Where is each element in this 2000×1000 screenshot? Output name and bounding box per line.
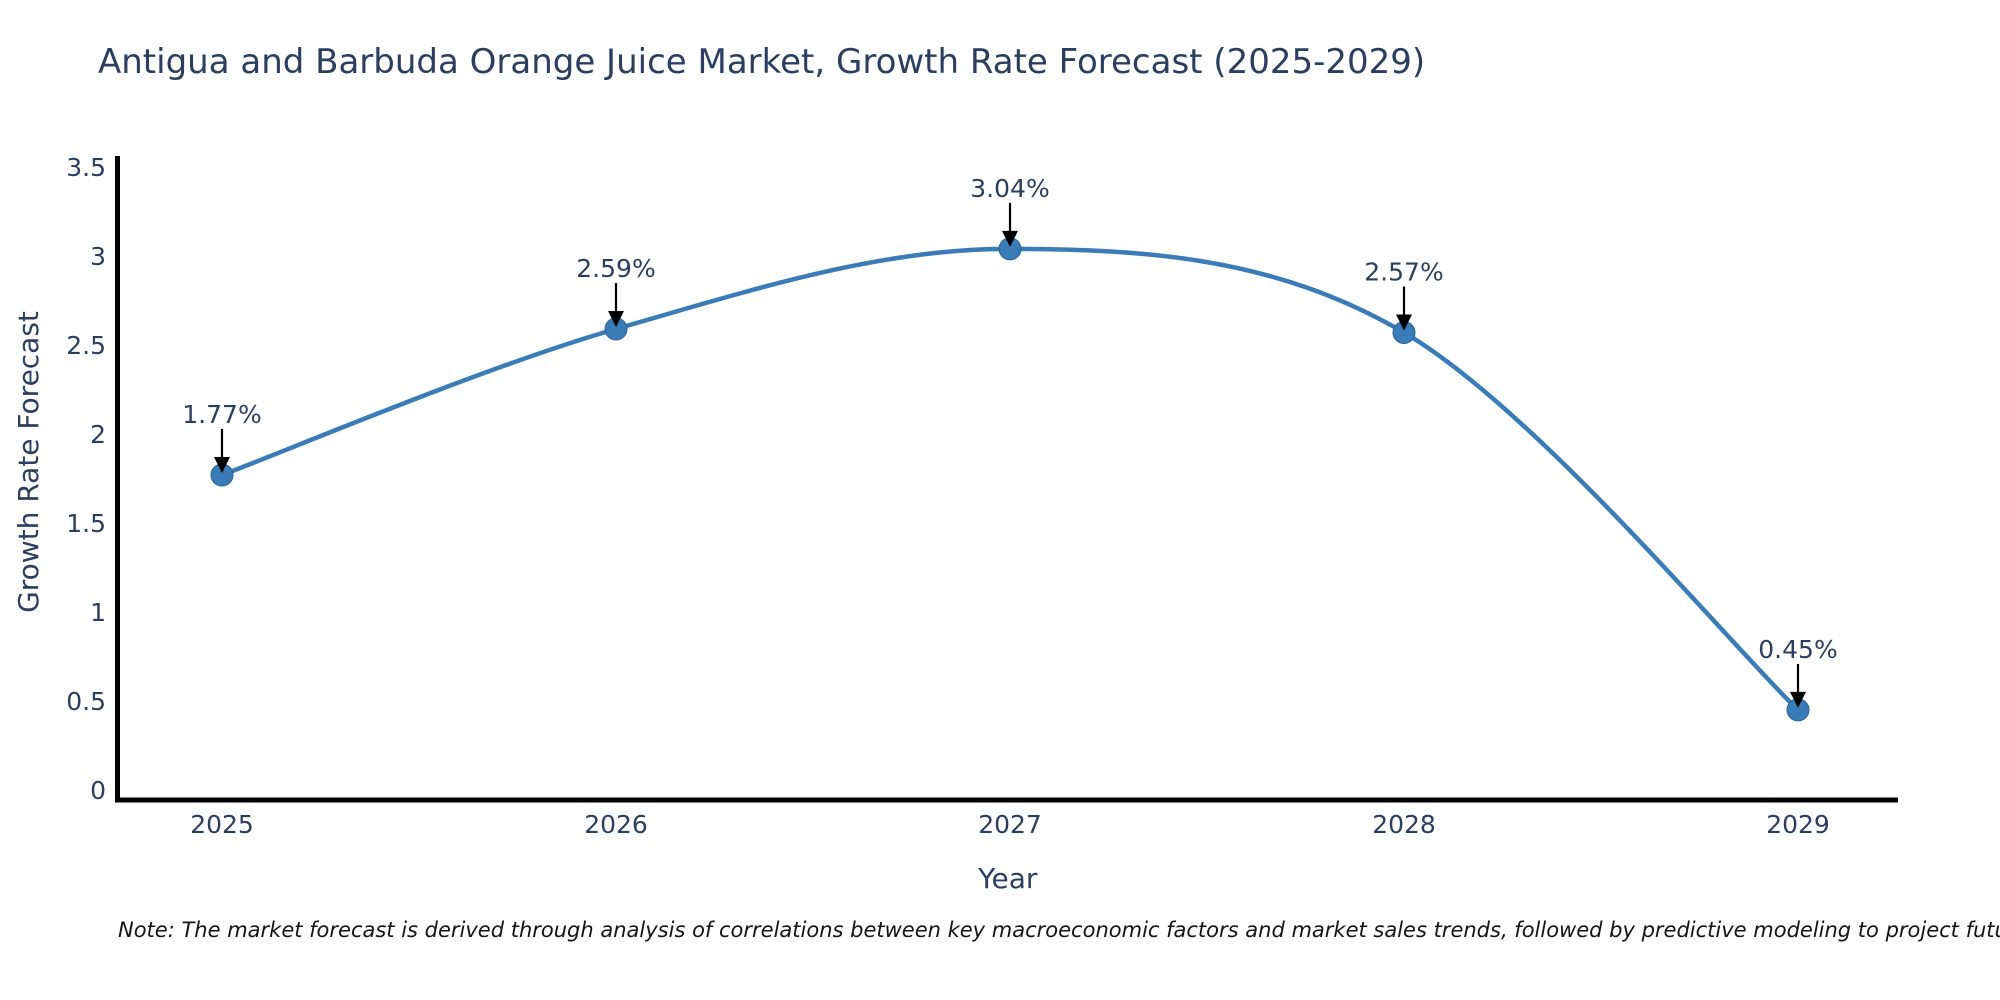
y-tick-label: 1.5 — [66, 509, 106, 538]
x-tick-label: 2025 — [190, 810, 254, 839]
annotation-label: 2.57% — [1364, 258, 1443, 287]
x-tick-label: 2029 — [1766, 810, 1830, 839]
y-tick-label: 1 — [90, 598, 106, 627]
annotation-arrowhead — [214, 456, 230, 473]
chart-title: Antigua and Barbuda Orange Juice Market,… — [98, 42, 1426, 82]
annotation-label: 1.77% — [182, 400, 261, 429]
annotation-label: 3.04% — [970, 174, 1049, 203]
annotation-arrowhead — [1002, 230, 1018, 247]
annotation-arrowhead — [1790, 691, 1806, 708]
y-tick-label: 2 — [90, 420, 106, 449]
y-tick-label: 2.5 — [66, 331, 106, 360]
x-tick-label: 2028 — [1372, 810, 1436, 839]
y-axis-title: Growth Rate Forecast — [12, 311, 45, 613]
y-tick-label: 3.5 — [66, 153, 106, 182]
y-tick-label: 0.5 — [66, 687, 106, 716]
x-tick-label: 2027 — [978, 810, 1042, 839]
y-tick-label: 0 — [90, 776, 106, 805]
footnote: Note: The market forecast is derived thr… — [118, 918, 2000, 942]
x-tick-label: 2026 — [584, 810, 648, 839]
annotation-arrowhead — [1396, 314, 1412, 331]
y-tick-label: 3 — [90, 242, 106, 271]
x-axis-title: Year — [977, 862, 1038, 895]
annotation-label: 2.59% — [576, 254, 655, 283]
trend-line — [219, 246, 1801, 713]
annotation-arrowhead — [608, 310, 624, 327]
annotation-label: 0.45% — [1758, 635, 1837, 664]
